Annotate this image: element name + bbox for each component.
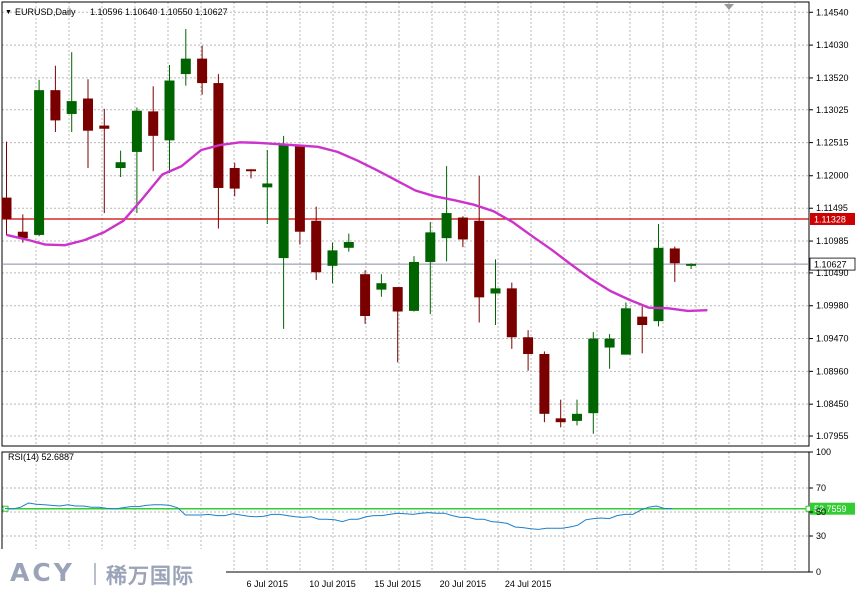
dropdown-triangle-icon[interactable]: ▼ [5,9,12,16]
date-tick-label: 20 Jul 2015 [440,579,487,589]
candle-body [197,58,208,84]
candle-body [343,242,354,248]
rsi-label: RSI(14) 52.6887 [8,452,74,462]
moving-average [6,141,708,313]
candle-body [637,316,648,326]
price-tick-label: 1.11495 [816,203,848,213]
candle-body [229,168,240,189]
rsi-indicator: 52.7559 [2,502,855,530]
price-tick-label: 1.12515 [816,138,849,148]
price-tick-label: 1.14540 [816,7,849,17]
chart-ohlc: 1.10596 1.10640 1.10550 1.10627 [90,7,228,17]
candle-body [115,162,126,169]
chart-symbol: EURUSD,Daily [15,7,76,17]
date-tick-label: 10 Jul 2015 [309,579,356,589]
candle-body [1,197,12,219]
price-pane-border [1,1,810,447]
candle-body [392,287,403,312]
candles [1,29,697,434]
candle-body [474,220,485,298]
logo-area [0,549,226,598]
rsi-tick-label: 30 [816,531,826,541]
date-tick-label: 6 Jul 2015 [247,579,289,589]
price-tick-label: 1.12000 [816,171,849,181]
candle-body [425,232,436,262]
rsi-tick-label: 100 [816,447,831,457]
candle-body [294,144,305,232]
candle-body [278,144,289,259]
candle-body [686,263,697,266]
candle-body [669,248,680,264]
price-tick-label: 1.14030 [816,40,849,50]
candle-body [311,220,322,273]
candle-body [131,110,142,152]
candle-body [409,261,419,311]
candle-body [99,125,110,129]
candle-body [164,80,175,141]
candle-body [523,337,534,354]
price-tick-label: 1.07955 [816,431,849,441]
rsi-line [4,502,673,530]
candle-body [360,274,371,317]
rsi-tick-label: 70 [816,483,826,493]
price-tick-label: 1.09980 [816,301,849,311]
candle-body [506,288,517,338]
date-tick-label: 15 Jul 2015 [374,579,421,589]
level-price-label: 1.11328 [814,214,846,224]
candle-body [213,83,224,188]
candle-body [555,418,566,423]
candle-body [539,353,550,414]
price-tick-label: 1.09470 [816,334,849,344]
candle-body [620,308,631,355]
brand-logo: ACY [10,558,75,587]
candle-body [327,250,338,266]
price-tick-label: 1.08960 [816,366,849,376]
rsi-tick-label: 50 [816,507,826,517]
candle-body [572,413,582,421]
current-price-label: 1.10627 [814,260,847,270]
price-tick-label: 1.10985 [816,236,849,246]
rsi-level-tag [810,502,855,515]
candle-body [246,169,256,172]
candle-body [262,183,273,188]
candle-body [50,90,61,121]
current-price-tag [809,257,856,271]
candle-body [376,283,387,290]
candle-body [457,217,468,240]
candle-body [148,111,159,136]
candle-body [180,58,191,75]
price-tick-label: 1.13025 [816,105,849,115]
brand-logo-chinese: 稀万国际 [106,564,194,588]
price-tick-label: 1.13520 [816,73,849,83]
date-tick-label: 24 Jul 2015 [505,579,552,589]
moving-average-line [6,141,708,313]
price-tick-label: 1.08450 [816,399,849,409]
candle-body [441,213,452,239]
scroll-marker-icon[interactable] [724,4,734,10]
candle-body [66,101,77,114]
candle-body [588,338,599,414]
level-price-tag [810,212,855,225]
candle-body [604,338,615,348]
candle-body [34,90,45,235]
candle-body [490,288,501,294]
candle-body [83,98,93,131]
price-tick-label: 1.10490 [816,268,849,278]
rsi-level-label: 52.7559 [814,504,847,514]
logo-divider [94,563,96,585]
rsi-tick-label: 0 [816,567,821,577]
candle-body [653,247,664,322]
candle-body [17,231,28,239]
